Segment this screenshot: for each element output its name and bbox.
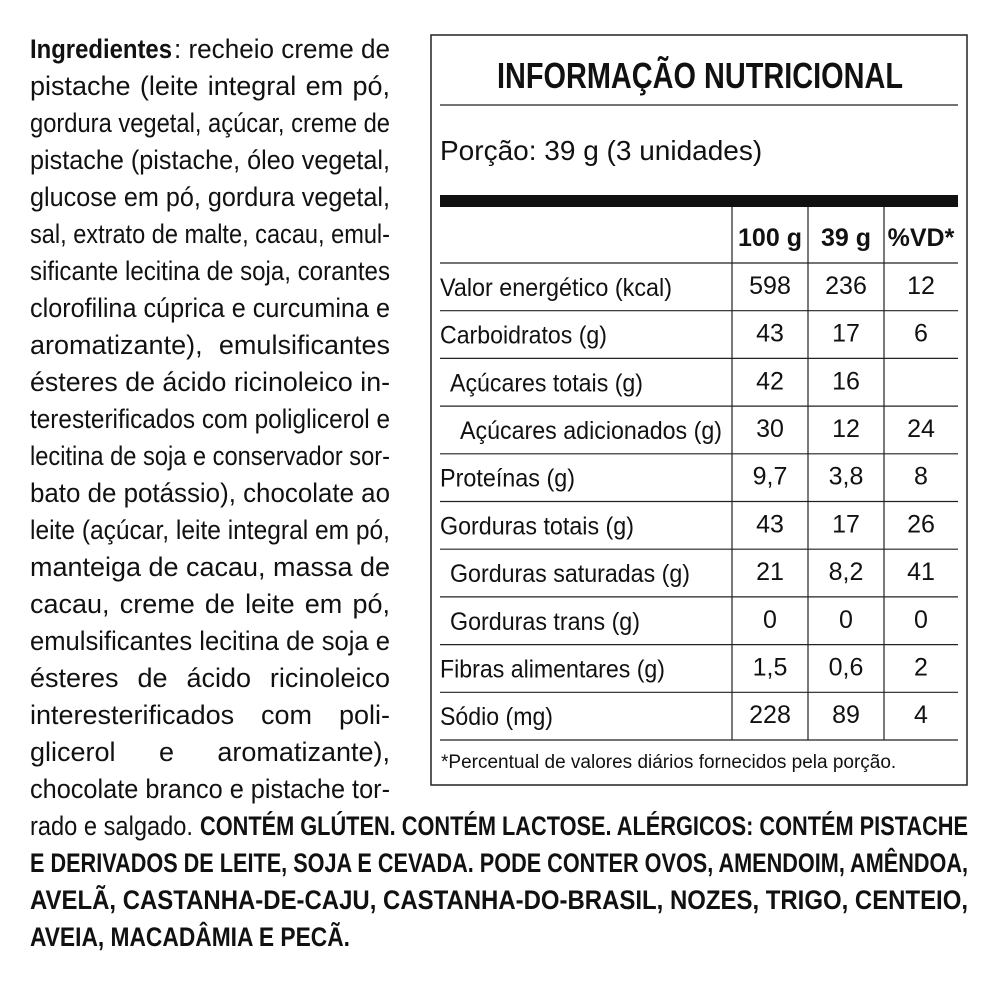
nutrient-value: 16 [832,367,860,395]
nutrient-value: 3,8 [829,463,864,491]
nutrient-value: 236 [825,272,867,300]
nutrient-value: 6 [914,320,928,348]
nutrient-value: 17 [832,510,860,538]
allergen-line: E DERIVADOS DE LEITE, SOJA E CEVADA. POD… [30,847,968,878]
column-header: 100 g [738,224,802,252]
ingredients-line: manteiga de cacau, massa de [30,552,390,582]
nutrient-value: 30 [756,415,784,443]
nutrient-value: 1,5 [753,653,788,681]
ingredients-line: bato de potássio), chocolate ao [30,478,390,508]
nutrient-value: 0 [914,606,928,634]
nutrient-value: 0 [763,606,777,634]
nutrient-label: Fibras alimentares (g) [440,655,665,683]
nutrient-value: 43 [756,510,784,538]
nutrient-value: 228 [749,701,791,729]
ingredients-line: pistache (leite integral em pó, [30,71,390,101]
ingredients-line: aromatizante), emulsificantes [30,330,390,360]
nutrient-value: 9,7 [753,463,788,491]
footnote: *Percentual de valores diários fornecido… [441,752,896,773]
ingredients-line: gordura vegetal, açúcar, creme de [30,108,390,138]
nutrient-label: Gorduras saturadas (g) [450,560,690,588]
ingredients-label: Ingredientes [30,34,172,64]
nutrient-value: 17 [832,320,860,348]
column-header: 39 g [821,224,871,252]
ingredients-line: glucose em pó, gordura vegetal, [30,182,390,212]
nutrient-value: 8 [914,463,928,491]
nutrient-value: 24 [907,415,935,443]
nutrient-value: 21 [756,558,784,586]
nutrient-label: Valor energético (kcal) [440,274,672,302]
column-header: %VD* [888,224,955,252]
nutrient-value: 26 [907,510,935,538]
nutrient-value: 0 [839,606,853,634]
nutrient-value: 12 [832,415,860,443]
nutrient-label: Açúcares adicionados (g) [460,417,722,445]
portion: Porção: 39 g (3 unidades) [440,135,762,166]
table-title: INFORMAÇÃO NUTRICIONAL [497,54,903,96]
ingredients-line: : recheio creme de [174,34,390,64]
nutrient-value: 2 [914,653,928,681]
ingredients-line: pistache (pistache, óleo vegetal, [30,145,390,175]
ingredients-line: glicerol e aromatizante), [30,737,390,767]
nutrient-value: 598 [749,272,791,300]
ingredients-line: lecitina de soja e conservador sor- [30,441,390,471]
ingredients-line: leite (açúcar, leite integral em pó, [30,515,390,545]
table-frame [430,34,968,786]
ingredients-line: ésteres de ácido ricinoleico in- [30,367,390,397]
nutrient-value: 0,6 [829,653,864,681]
nutrient-label: Proteínas (g) [440,465,575,493]
nutrient-value: 8,2 [829,558,864,586]
allergen-line: AVEIA, MACADÂMIA E PECÃ. [30,921,350,952]
nutrient-value: 42 [756,367,784,395]
nutrient-label: Gorduras totais (g) [440,512,634,540]
ingredients-line: sal, extrato de malte, cacau, emul- [30,219,390,249]
nutrient-value: 4 [914,701,928,729]
nutrient-value: 43 [756,320,784,348]
nutrient-value: 41 [907,558,935,586]
ingredients-line: cacau, creme de leite em pó, [30,589,390,619]
nutrient-label: Sódio (mg) [440,703,553,731]
allergen-line: CONTÉM GLÚTEN. CONTÉM LACTOSE. ALÉRGICOS… [200,810,968,841]
nutrient-label: Gorduras trans (g) [450,608,640,636]
nutrient-label: Carboidratos (g) [440,322,607,350]
ingredients-line: emulsificantes lecitina de soja e [30,626,390,656]
ingredients-line: ésteres de ácido ricinoleico [30,663,390,693]
ingredients-line: chocolate branco e pistache tor- [30,774,390,804]
ingredients-line: sificante lecitina de soja, corantes [30,256,390,286]
ingredients-line: interesterificados com poli- [30,700,390,730]
nutrient-label: Açúcares totais (g) [450,369,643,397]
allergen-line: AVELÃ, CASTANHA-DE-CAJU, CASTANHA-DO-BRA… [30,884,968,915]
ingredients-line: rado e salgado. [30,811,193,841]
thick-bar [440,195,958,207]
nutrient-value: 12 [907,272,935,300]
nutrient-value: 89 [832,701,860,729]
ingredients-line: teresterificados com poliglicerol e [30,404,390,434]
ingredients-line: clorofilina cúprica e curcumina e [30,293,390,323]
